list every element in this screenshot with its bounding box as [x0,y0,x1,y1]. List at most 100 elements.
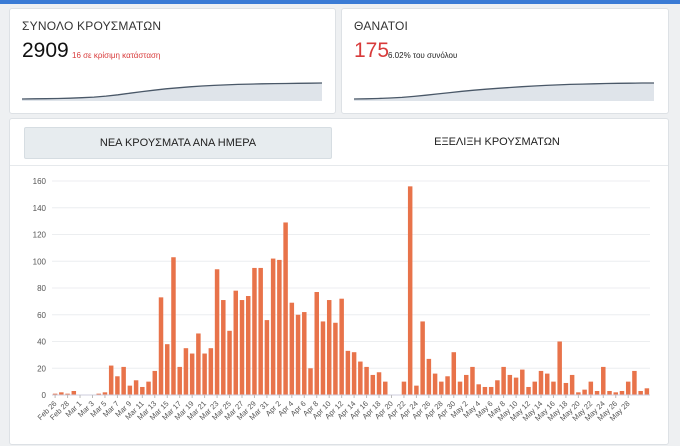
bar [420,321,425,395]
bar [71,390,77,395]
total-cases-title: ΣΥΝΟΛΟ ΚΡΟΥΣΜΑΤΩΝ [22,19,162,33]
bar [613,392,618,395]
deaths-title: ΘΑΝΑΤΟΙ [354,19,409,33]
bar [576,392,581,395]
bar [383,381,388,396]
bar [96,393,101,395]
bar [339,298,344,395]
bar [233,290,239,395]
bar [189,353,195,395]
bar [470,366,475,395]
bar [432,373,438,395]
bar [563,382,569,395]
y-tick-label: 80 [37,284,46,293]
deaths-sparkline [354,82,654,101]
bar [513,377,519,395]
bar [451,352,457,395]
bar [526,386,531,395]
bar [414,385,419,395]
bar [644,388,650,395]
bar [544,373,550,395]
bar [482,386,488,395]
bar [239,300,245,395]
bar [619,390,625,395]
bar [177,366,182,395]
bar [270,258,276,395]
bar [457,381,463,396]
bar [158,297,164,395]
chart-panel: ΝΕΑ ΚΡΟΥΣΜΑΤΑ ΑΝΑ ΗΜΕΡΑ ΕΞΕΛΙΞΗ ΚΡΟΥΣΜΑΤ… [9,118,669,445]
bar [351,352,357,395]
total-cases-sparkline [22,82,322,101]
bar [358,361,363,395]
bar [532,381,538,396]
bar [140,386,145,395]
bar [227,330,232,395]
bar [65,393,70,395]
bar [601,366,606,395]
bar [445,376,450,395]
bar [488,386,494,395]
total-cases-sparkline-fill [22,83,322,101]
y-tick-label: 0 [42,391,47,400]
bar [121,366,126,395]
bar [607,390,612,395]
bar [520,369,525,395]
bar [183,348,189,395]
tab-divider [10,165,668,166]
bar [632,370,637,395]
bar [314,292,319,395]
bar [165,344,170,395]
bar [495,380,500,395]
tab-cases-evolution[interactable]: ΕΞΕΛΙΞΗ ΚΡΟΥΣΜΑΤΩΝ [434,136,560,148]
tab-new-cases-per-day[interactable]: ΝΕΑ ΚΡΟΥΣΜΑΤΑ ΑΝΑ ΗΜΕΡΑ [24,127,332,159]
bar [364,366,369,395]
bar [152,370,158,395]
bar [345,350,351,395]
top-accent-bar [0,0,680,4]
bar [221,300,226,395]
bar [638,390,643,395]
bar [333,322,338,395]
deaths-value: 175 [354,39,390,62]
y-tick-label: 140 [33,204,47,213]
bar [127,385,133,395]
bar [326,300,332,395]
bar [302,312,307,395]
deaths-card: ΘΑΝΑΤΟΙ 175 6.02% του συνόλου [341,8,669,114]
bar [376,372,382,395]
total-cases-value: 2909 [22,39,69,62]
y-tick-label: 160 [33,177,47,186]
bar [569,374,575,395]
y-tick-label: 120 [33,231,47,240]
bar [370,374,376,395]
bar [464,374,469,395]
deaths-sparkline-fill [354,83,654,101]
bar [401,381,407,396]
bar [52,393,58,395]
bar [208,348,214,395]
bar [625,381,631,396]
deaths-percent-note: 6.02% του συνόλου [388,51,458,60]
bar [196,333,201,395]
bar [146,381,151,396]
bar [214,269,220,395]
bar [202,353,207,395]
bar [582,389,587,395]
bar [258,267,263,395]
bar [171,257,176,395]
critical-cases-note: 16 σε κρίσιμη κατάσταση [72,51,161,60]
bar [283,222,288,395]
bar [245,296,251,395]
bar [59,392,64,395]
bar [476,384,481,395]
bar [133,380,139,395]
bar [295,314,301,395]
total-cases-sparkline-line [22,82,322,100]
total-cases-card: ΣΥΝΟΛΟ ΚΡΟΥΣΜΑΤΩΝ 2909 16 σε κρίσιμη κατ… [9,8,336,114]
bar [252,267,257,395]
y-tick-label: 40 [37,338,46,347]
bar [264,320,270,395]
bar [594,390,600,395]
bar [538,370,544,395]
